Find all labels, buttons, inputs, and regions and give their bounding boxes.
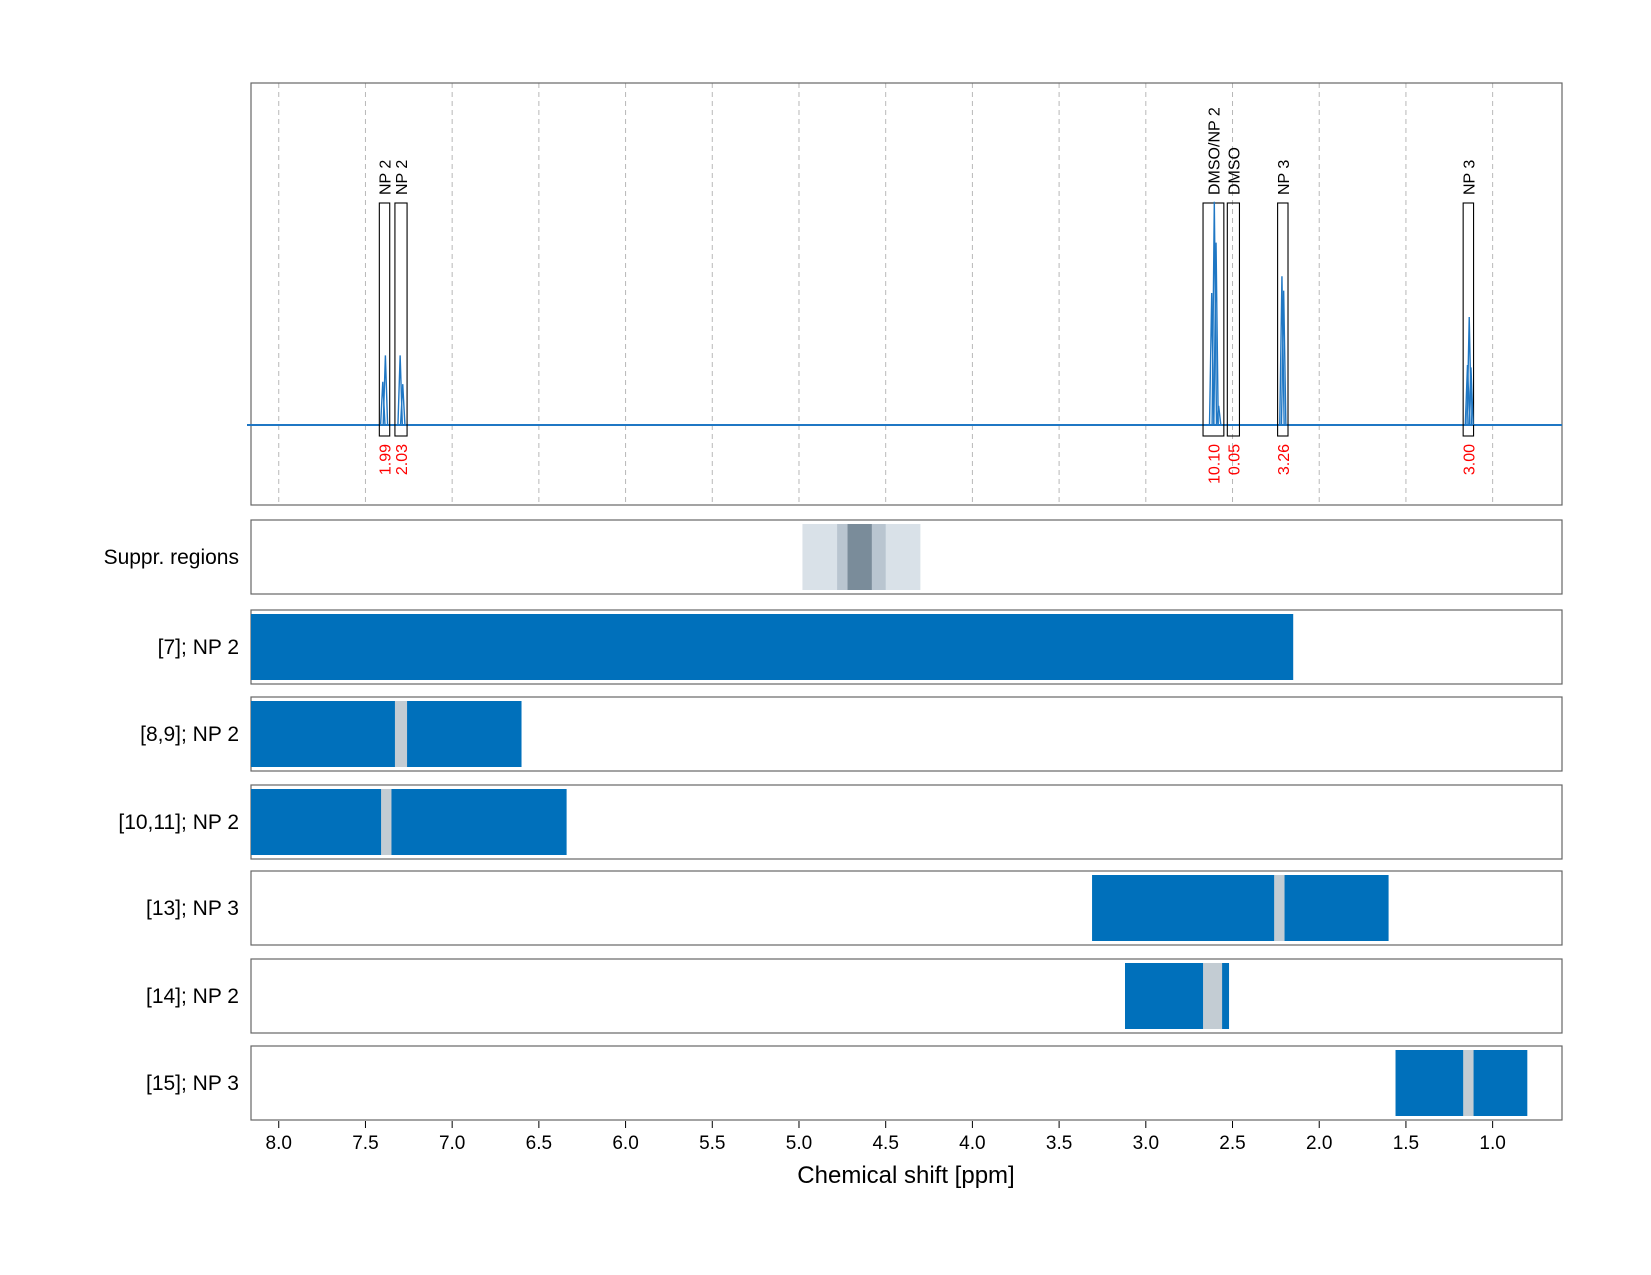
region-fill: [251, 789, 567, 855]
region-track: [14]; NP 2: [146, 958, 1563, 1034]
x-tick-label: 7.0: [439, 1133, 465, 1154]
x-tick-label: 4.5: [872, 1133, 898, 1154]
spectrum-peak: [1279, 276, 1285, 426]
x-axis-title: Chemical shift [ppm]: [797, 1162, 1014, 1189]
track-label: [8,9]; NP 2: [140, 723, 239, 746]
x-tick-label: 6.5: [526, 1133, 552, 1154]
annotation-box: [1277, 202, 1289, 437]
spectrum-panel: NP 2 1.99 NP 2 2.03 DMSO/NP 2 10.10 DMSO 0.05 NP…: [247, 82, 1563, 506]
x-tick-label: 3.0: [1133, 1133, 1159, 1154]
annotation-box: [1462, 202, 1475, 437]
peak-label: DMSO: [1226, 147, 1243, 195]
integral-label: 1.99: [378, 444, 395, 475]
x-tick-label: 4.0: [959, 1133, 985, 1154]
region-track: [7]; NP 2: [158, 609, 1563, 685]
x-tick-label: 5.5: [699, 1133, 725, 1154]
region-fill: [251, 614, 1294, 680]
peak-label: NP 3: [1461, 160, 1478, 195]
region-gap: [1274, 875, 1285, 941]
region-track: [13]; NP 3: [146, 870, 1563, 946]
track-label: [10,11]; NP 2: [118, 811, 239, 834]
track-label: [13]; NP 3: [146, 897, 239, 920]
integral-label: 2.03: [394, 444, 411, 475]
spectrum-peak: [1280, 290, 1287, 426]
integral-label: 10.10: [1206, 444, 1223, 484]
peak-label: NP 2: [394, 160, 411, 195]
region-tracks: Suppr. regions [7]; NP 2 [8,9]; NP 2 [10,11…: [104, 519, 1563, 1121]
track-label: [14]; NP 2: [146, 985, 239, 1008]
x-tick-label: 6.0: [612, 1133, 638, 1154]
spectrum-peak: [1468, 367, 1474, 426]
x-tick-label: 1.5: [1393, 1133, 1419, 1154]
region-fill: [1092, 875, 1389, 941]
spectrum-peak: [1215, 405, 1222, 426]
region-gap: [1463, 1050, 1474, 1116]
region-gap: [1203, 963, 1223, 1029]
annotation-box: [1226, 202, 1241, 437]
annotation-box: [394, 202, 408, 437]
x-tick-label: 5.0: [786, 1133, 812, 1154]
region-track: [8,9]; NP 2: [140, 696, 1563, 772]
integral-label: 3.26: [1276, 444, 1293, 475]
track-label: [7]; NP 2: [158, 636, 239, 659]
x-axis: 8.0 7.5 7.0 6.5 6.0 5.5 5.0 4.5 4.0 3.5 3.0 2.5 2.0 1…: [266, 1121, 1506, 1154]
x-tick-label: 8.0: [266, 1133, 292, 1154]
peak-label: DMSO/NP 2: [1206, 107, 1223, 195]
track-label: [15]; NP 3: [146, 1072, 239, 1095]
suppression-track: Suppr. regions: [104, 519, 1563, 595]
peak-label: NP 3: [1276, 160, 1293, 195]
region-track: [10,11]; NP 2: [118, 784, 1563, 860]
integral-label: 3.00: [1461, 444, 1478, 475]
x-tick-label: 7.5: [352, 1133, 378, 1154]
x-tick-label: 2.5: [1219, 1133, 1245, 1154]
x-tick-label: 3.5: [1046, 1133, 1072, 1154]
track-frame: [250, 958, 1563, 1034]
spectrum-frame: [250, 82, 1563, 506]
x-tick-label: 2.0: [1306, 1133, 1332, 1154]
spectrum-peak: [1213, 242, 1219, 426]
spectrum-peak: [399, 384, 406, 426]
annotation-box: [378, 202, 391, 437]
suppression-region: [847, 524, 872, 590]
region-gap: [381, 789, 392, 855]
track-label: Suppr. regions: [104, 546, 239, 569]
track-frame: [250, 1045, 1563, 1121]
region-fill: [1395, 1050, 1528, 1116]
region-gap: [394, 701, 408, 767]
spectrum-peak: [1211, 201, 1218, 426]
region-fill: [251, 701, 522, 767]
annotation-box: [1202, 202, 1225, 437]
x-tick-label: 1.0: [1479, 1133, 1505, 1154]
spectrum-peak: [382, 355, 389, 426]
integral-label: 0.05: [1226, 444, 1243, 475]
peak-label: NP 2: [378, 160, 395, 195]
region-track: [15]; NP 3: [146, 1045, 1563, 1121]
